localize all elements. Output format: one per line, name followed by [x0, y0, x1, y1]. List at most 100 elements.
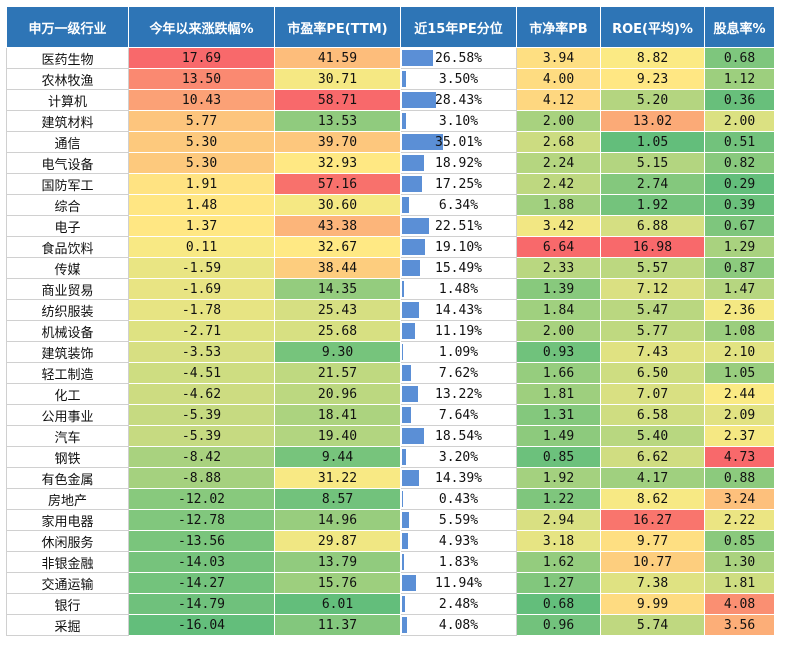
header-pe-ttm[interactable]: 市盈率PE(TTM) — [274, 6, 401, 48]
pe-percentile-cell: 0.43% — [400, 488, 517, 510]
pe-ttm-cell: 25.43 — [274, 299, 401, 321]
pb-cell: 1.31 — [516, 404, 601, 426]
table-row: 家用电器 -12.78 14.96 5.59% 2.94 16.27 2.22 — [6, 509, 775, 531]
pe-ttm-cell: 21.57 — [274, 362, 401, 384]
pe-percentile-bar — [402, 533, 408, 549]
pe-percentile-value: 18.92% — [435, 155, 482, 171]
pe-percentile-value: 18.54% — [435, 428, 482, 444]
header-dividend-yield[interactable]: 股息率% — [704, 6, 775, 48]
industry-cell: 建筑装饰 — [6, 341, 129, 363]
table-row: 银行 -14.79 6.01 2.48% 0.68 9.99 4.08 — [6, 593, 775, 615]
pe-ttm-cell: 30.71 — [274, 68, 401, 90]
header-roe[interactable]: ROE(平均)% — [600, 6, 705, 48]
pe-ttm-cell: 41.59 — [274, 47, 401, 69]
pe-percentile-bar — [402, 71, 407, 87]
ytd-change-cell: -8.42 — [128, 446, 275, 468]
roe-cell: 10.77 — [600, 551, 705, 573]
pe-percentile-bar — [402, 218, 429, 234]
roe-cell: 7.07 — [600, 383, 705, 405]
pe-ttm-cell: 38.44 — [274, 257, 401, 279]
pb-cell: 1.49 — [516, 425, 601, 447]
dividend-yield-cell: 1.12 — [704, 68, 775, 90]
table-row: 轻工制造 -4.51 21.57 7.62% 1.66 6.50 1.05 — [6, 362, 775, 384]
pb-cell: 1.39 — [516, 278, 601, 300]
pe-percentile-bar — [402, 575, 417, 591]
pb-cell: 2.33 — [516, 257, 601, 279]
pe-ttm-cell: 14.35 — [274, 278, 401, 300]
pb-cell: 3.42 — [516, 215, 601, 237]
dividend-yield-cell: 0.39 — [704, 194, 775, 216]
industry-cell: 机械设备 — [6, 320, 129, 342]
pe-percentile-value: 4.93% — [438, 533, 479, 549]
pe-percentile-cell: 6.34% — [400, 194, 517, 216]
pe-ttm-cell: 29.87 — [274, 530, 401, 552]
ytd-change-cell: -14.27 — [128, 572, 275, 594]
industry-cell: 家用电器 — [6, 509, 129, 531]
table-row: 非银金融 -14.03 13.79 1.83% 1.62 10.77 1.30 — [6, 551, 775, 573]
roe-cell: 5.15 — [600, 152, 705, 174]
roe-cell: 5.40 — [600, 425, 705, 447]
pe-percentile-bar — [402, 344, 404, 360]
industry-cell: 通信 — [6, 131, 129, 153]
roe-cell: 7.12 — [600, 278, 705, 300]
pb-cell: 1.81 — [516, 383, 601, 405]
industry-cell: 传媒 — [6, 257, 129, 279]
pe-percentile-cell: 4.08% — [400, 614, 517, 636]
table-row: 国防军工 1.91 57.16 17.25% 2.42 2.74 0.29 — [6, 173, 775, 195]
pe-percentile-cell: 26.58% — [400, 47, 517, 69]
pe-percentile-value: 1.48% — [438, 281, 479, 297]
dividend-yield-cell: 1.47 — [704, 278, 775, 300]
table-row: 计算机 10.43 58.71 28.43% 4.12 5.20 0.36 — [6, 89, 775, 111]
pb-cell: 1.22 — [516, 488, 601, 510]
industry-cell: 综合 — [6, 194, 129, 216]
pe-percentile-value: 3.10% — [438, 113, 479, 129]
header-industry[interactable]: 申万一级行业 — [6, 6, 129, 48]
pe-percentile-value: 3.50% — [438, 71, 479, 87]
table-row: 交通运输 -14.27 15.76 11.94% 1.27 7.38 1.81 — [6, 572, 775, 594]
pe-percentile-value: 14.39% — [435, 470, 482, 486]
roe-cell: 1.05 — [600, 131, 705, 153]
pe-percentile-cell: 11.19% — [400, 320, 517, 342]
dividend-yield-cell: 1.29 — [704, 236, 775, 258]
pe-percentile-bar — [402, 470, 420, 486]
roe-cell: 8.82 — [600, 47, 705, 69]
ytd-change-cell: 5.77 — [128, 110, 275, 132]
pe-percentile-value: 22.51% — [435, 218, 482, 234]
roe-cell: 4.17 — [600, 467, 705, 489]
pe-percentile-cell: 22.51% — [400, 215, 517, 237]
dividend-yield-cell: 0.68 — [704, 47, 775, 69]
header-pe-percentile[interactable]: 近15年PE分位 — [400, 6, 517, 48]
industry-cell: 汽车 — [6, 425, 129, 447]
pe-ttm-cell: 20.96 — [274, 383, 401, 405]
pe-percentile-cell: 3.10% — [400, 110, 517, 132]
header-pb[interactable]: 市净率PB — [516, 6, 601, 48]
pb-cell: 1.84 — [516, 299, 601, 321]
pe-percentile-value: 0.43% — [438, 491, 479, 507]
ytd-change-cell: -14.03 — [128, 551, 275, 573]
ytd-change-cell: -4.51 — [128, 362, 275, 384]
pb-cell: 0.85 — [516, 446, 601, 468]
ytd-change-cell: -12.78 — [128, 509, 275, 531]
table-row: 农林牧渔 13.50 30.71 3.50% 4.00 9.23 1.12 — [6, 68, 775, 90]
industry-cell: 农林牧渔 — [6, 68, 129, 90]
table-body: 医药生物 17.69 41.59 26.58% 3.94 8.82 0.68 农林牧渔 13.5… — [6, 47, 775, 636]
table-row: 汽车 -5.39 19.40 18.54% 1.49 5.40 2.37 — [6, 425, 775, 447]
pb-cell: 3.18 — [516, 530, 601, 552]
pe-percentile-bar — [402, 554, 405, 570]
industry-cell: 电气设备 — [6, 152, 129, 174]
table-row: 建筑材料 5.77 13.53 3.10% 2.00 13.02 2.00 — [6, 110, 775, 132]
industry-cell: 公用事业 — [6, 404, 129, 426]
dividend-yield-cell: 0.87 — [704, 257, 775, 279]
industry-cell: 纺织服装 — [6, 299, 129, 321]
pe-percentile-value: 4.08% — [438, 617, 479, 633]
dividend-yield-cell: 0.82 — [704, 152, 775, 174]
dividend-yield-cell: 3.24 — [704, 488, 775, 510]
header-ytd-change[interactable]: 今年以来涨跌幅% — [128, 6, 275, 48]
roe-cell: 9.99 — [600, 593, 705, 615]
industry-cell: 非银金融 — [6, 551, 129, 573]
pe-percentile-cell: 3.20% — [400, 446, 517, 468]
ytd-change-cell: 5.30 — [128, 152, 275, 174]
pe-percentile-cell: 14.43% — [400, 299, 517, 321]
roe-cell: 16.27 — [600, 509, 705, 531]
pe-percentile-cell: 19.10% — [400, 236, 517, 258]
